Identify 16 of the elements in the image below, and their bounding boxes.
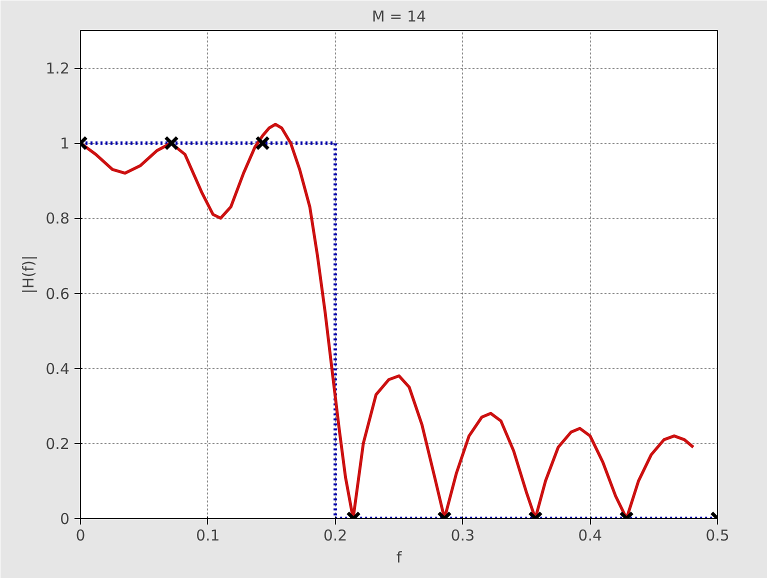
y-tick-label: 0.4: [46, 360, 70, 378]
y-tick-label: 1: [60, 134, 70, 153]
x-tick-label: 0.3: [450, 526, 475, 544]
y-tick-label: 0: [60, 510, 70, 528]
y-axis-title: |H(f)|: [20, 255, 38, 294]
y-tick-label: 0.2: [46, 434, 70, 453]
y-tick-label: 1.2: [46, 60, 70, 78]
y-tick-label: 0.6: [46, 284, 70, 303]
x-axis-title: f: [396, 548, 402, 566]
y-tick-label: 0.8: [46, 210, 70, 228]
x-tick-label: 0.4: [578, 526, 602, 544]
x-tick-label: 0.1: [196, 526, 220, 544]
x-tick-label: 0.5: [706, 526, 730, 544]
x-tick-label: 0: [76, 526, 86, 544]
x-tick-label: 0.2: [323, 526, 348, 544]
chart-title: M = 14: [372, 8, 426, 26]
